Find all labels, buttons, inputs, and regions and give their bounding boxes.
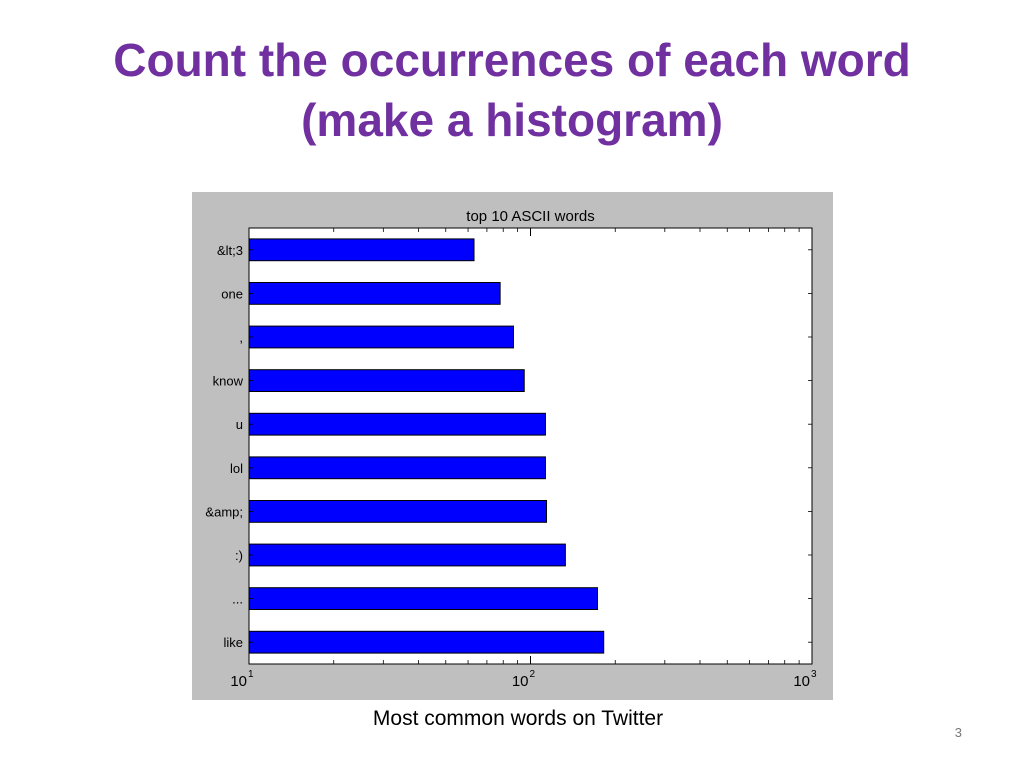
bar: [248, 282, 501, 305]
y-tick-label: know: [213, 374, 244, 389]
x-tick-label-base: 10: [230, 673, 247, 690]
y-tick-label: u: [236, 417, 243, 432]
x-tick-label-exponent: 1: [248, 669, 254, 680]
chart-title: top 10 ASCII words: [466, 208, 594, 225]
y-tick-label: :): [235, 548, 243, 563]
bar: [248, 325, 514, 349]
slide-number: 3: [954, 725, 962, 740]
slide-title: Count the occurrences of each word (make…: [0, 30, 1024, 150]
slide-title-line-1: Count the occurrences of each word: [113, 34, 911, 86]
x-tick-label: 10 1: [230, 669, 254, 690]
x-tick-label-exponent: 2: [530, 669, 536, 680]
x-tick-label-base: 10: [512, 673, 529, 690]
y-tick-label: like: [223, 635, 243, 650]
bar: [248, 369, 525, 392]
plot-frame: [248, 227, 813, 665]
bar: [248, 456, 546, 480]
bar: [248, 587, 599, 611]
y-tick-label: ...: [232, 592, 243, 607]
bar: [248, 412, 546, 436]
y-tick-label: &amp;: [205, 504, 243, 519]
y-tick-label: &lt;3: [217, 243, 243, 258]
y-tick-label: one: [221, 286, 243, 301]
chart-caption: Most common words on Twitter: [372, 707, 664, 730]
slide-title-line-2: (make a histogram): [301, 94, 723, 146]
x-tick-label-exponent: 3: [811, 669, 817, 680]
x-tick-label-base: 10: [793, 673, 810, 690]
bar: [248, 238, 475, 262]
y-tick-label: lol: [230, 461, 243, 476]
bar: [248, 630, 605, 654]
x-tick-label: 10 3: [793, 669, 817, 690]
chart-figure: top 10 ASCII words 10 1 10 2 10 3 &lt;3 one, know…: [192, 192, 833, 700]
y-tick-label: ,: [239, 330, 243, 345]
bar: [248, 543, 566, 567]
bar: [248, 500, 548, 523]
x-tick-label: 10 2: [512, 669, 536, 690]
